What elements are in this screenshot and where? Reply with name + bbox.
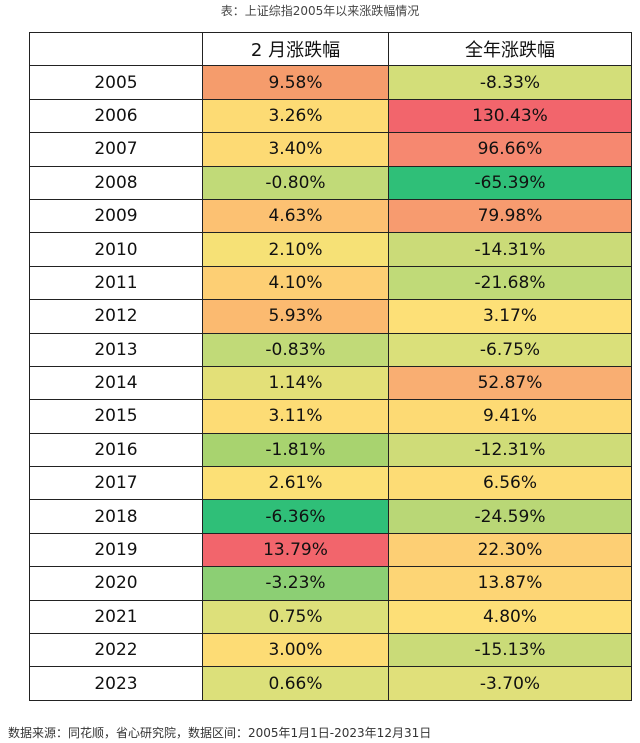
annual-change-cell: 52.87% — [388, 365, 632, 401]
year-cell: 2012 — [29, 299, 203, 334]
year-cell: 2006 — [29, 98, 203, 134]
feb-change-cell: 0.66% — [202, 666, 389, 701]
annual-change-cell: -3.70% — [388, 666, 632, 701]
table-row: 2006 3.26% 130.43% — [29, 98, 632, 134]
table-row: 2015 3.11% 9.41% — [29, 399, 632, 434]
feb-change-cell: -6.36% — [202, 499, 389, 534]
table-row: 2022 3.00% -15.13% — [29, 633, 632, 668]
feb-change-cell: 13.79% — [202, 532, 389, 568]
year-cell: 2014 — [29, 365, 203, 401]
year-cell: 2017 — [29, 466, 203, 501]
annual-change-cell: -12.31% — [388, 432, 632, 468]
header-annual-change: 全年涨跌幅 — [388, 31, 632, 67]
annual-change-cell: -14.31% — [388, 232, 632, 267]
year-cell: 2008 — [29, 165, 203, 200]
table-row: 2010 2.10% -14.31% — [29, 232, 632, 267]
table-row: 2008 -0.80% -65.39% — [29, 165, 632, 200]
table-row: 2012 5.93% 3.17% — [29, 299, 632, 334]
annual-change-cell: 4.80% — [388, 599, 632, 635]
year-cell: 2021 — [29, 599, 203, 635]
data-source-note: 数据来源：同花顺，省心研究院，数据区间：2005年1月1日-2023年12月31… — [8, 726, 432, 740]
year-cell: 2020 — [29, 566, 203, 601]
feb-change-cell: 9.58% — [202, 65, 389, 100]
year-cell: 2015 — [29, 399, 203, 434]
table-row: 2019 13.79% 22.30% — [29, 532, 632, 568]
year-cell: 2013 — [29, 332, 203, 367]
table-row: 2016 -1.81% -12.31% — [29, 432, 632, 468]
annual-change-cell: 96.66% — [388, 132, 632, 167]
table-row: 2021 0.75% 4.80% — [29, 599, 632, 635]
feb-change-cell: 5.93% — [202, 299, 389, 334]
feb-change-cell: 2.10% — [202, 232, 389, 267]
table-row: 2009 4.63% 79.98% — [29, 198, 632, 234]
table-row: 2014 1.14% 52.87% — [29, 365, 632, 401]
year-cell: 2005 — [29, 65, 203, 100]
annual-change-cell: -6.75% — [388, 332, 632, 367]
header-feb-change: 2 月涨跌幅 — [202, 31, 389, 67]
feb-change-cell: 3.40% — [202, 132, 389, 167]
annual-change-cell: 9.41% — [388, 399, 632, 434]
year-cell: 2019 — [29, 532, 203, 568]
year-cell: 2010 — [29, 232, 203, 267]
annual-change-cell: 13.87% — [388, 566, 632, 601]
year-cell: 2007 — [29, 132, 203, 167]
header-year — [29, 31, 203, 67]
annual-change-cell: -65.39% — [388, 165, 632, 200]
year-cell: 2022 — [29, 633, 203, 668]
year-cell: 2018 — [29, 499, 203, 534]
annual-change-cell: 130.43% — [388, 98, 632, 134]
annual-change-cell: -15.13% — [388, 633, 632, 668]
feb-change-cell: 1.14% — [202, 365, 389, 401]
feb-change-cell: -0.80% — [202, 165, 389, 200]
annual-change-cell: 22.30% — [388, 532, 632, 568]
feb-change-cell: -1.81% — [202, 432, 389, 468]
annual-change-cell: 6.56% — [388, 466, 632, 501]
annual-change-cell: 3.17% — [388, 299, 632, 334]
year-cell: 2009 — [29, 198, 203, 234]
annual-change-cell: -8.33% — [388, 65, 632, 100]
table-caption: 表：上证综指2005年以来涨跌幅情况 — [220, 4, 420, 18]
feb-change-cell: 2.61% — [202, 466, 389, 501]
table-row: 2011 4.10% -21.68% — [29, 265, 632, 301]
annual-change-cell: -24.59% — [388, 499, 632, 534]
annual-change-cell: -21.68% — [388, 265, 632, 301]
feb-change-cell: 3.11% — [202, 399, 389, 434]
table-row: 2005 9.58% -8.33% — [29, 65, 632, 100]
returns-table: 2 月涨跌幅 全年涨跌幅 2005 9.58% -8.33% 2006 3.26% 130… — [29, 31, 632, 701]
table-row: 2018 -6.36% -24.59% — [29, 499, 632, 534]
table-row: 2023 0.66% -3.70% — [29, 666, 632, 701]
feb-change-cell: 0.75% — [202, 599, 389, 635]
year-cell: 2011 — [29, 265, 203, 301]
feb-change-cell: 4.63% — [202, 198, 389, 234]
annual-change-cell: 79.98% — [388, 198, 632, 234]
feb-change-cell: -0.83% — [202, 332, 389, 367]
table-row: 2020 -3.23% 13.87% — [29, 566, 632, 601]
year-cell: 2023 — [29, 666, 203, 701]
table-row: 2017 2.61% 6.56% — [29, 466, 632, 501]
feb-change-cell: -3.23% — [202, 566, 389, 601]
year-cell: 2016 — [29, 432, 203, 468]
feb-change-cell: 3.26% — [202, 98, 389, 134]
feb-change-cell: 4.10% — [202, 265, 389, 301]
header-row: 2 月涨跌幅 全年涨跌幅 — [29, 31, 632, 67]
table-row: 2013 -0.83% -6.75% — [29, 332, 632, 367]
feb-change-cell: 3.00% — [202, 633, 389, 668]
table-row: 2007 3.40% 96.66% — [29, 132, 632, 167]
